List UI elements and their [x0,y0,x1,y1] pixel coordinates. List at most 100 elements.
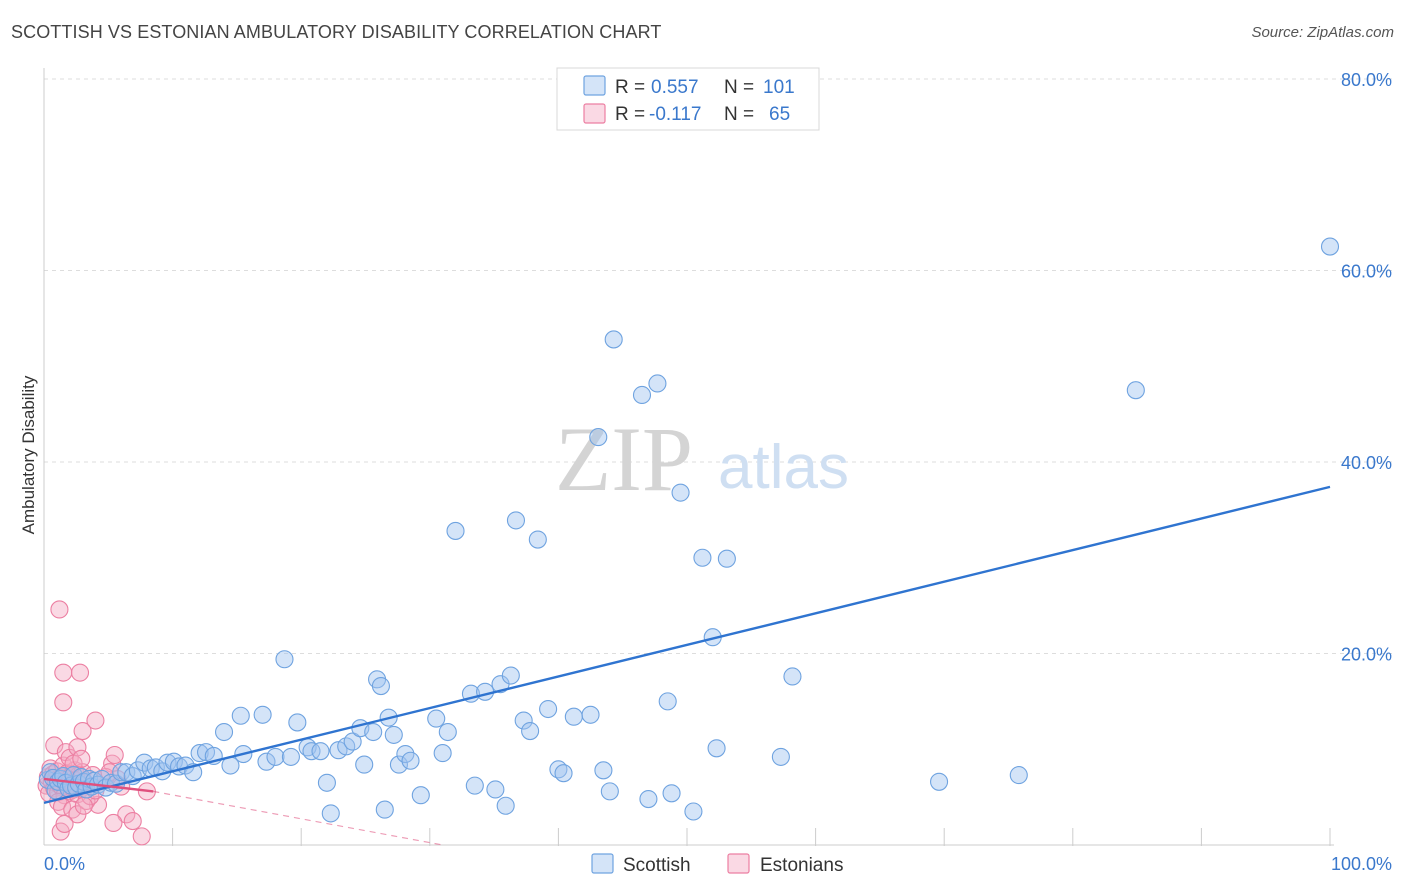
data-point [72,749,91,768]
trend-line [43,777,154,793]
watermark-zip: ZIP [555,408,693,510]
legend-swatch-scottish [591,853,614,874]
data-point [581,705,600,724]
data-point [662,784,681,803]
data-point [521,722,540,741]
data-point [371,677,390,696]
data-point [54,663,73,682]
x-tick-labels: 0.0% 100.0% [44,854,1392,874]
legend-swatch-estonians [727,853,750,874]
data-point [104,813,123,833]
data-point [343,732,362,751]
data-point [496,796,515,815]
data-point [514,711,533,730]
data-point [1009,766,1028,785]
data-point [375,800,394,819]
data-point [486,780,505,799]
data-point [288,713,307,732]
data-point [717,549,736,568]
legend-n-value: 65 [769,104,790,125]
data-point [214,722,234,742]
y-tick-labels: 20.0% 40.0% 60.0% 80.0% [1341,70,1392,665]
data-point [554,764,573,783]
data-point [783,667,802,686]
data-point [86,711,105,730]
data-point [1126,381,1145,400]
legend-r-value: -0.117 [649,104,701,125]
trend-lines [43,485,1331,846]
y-tick-label: 20.0% [1341,645,1392,665]
data-point [117,805,136,824]
data-point [594,761,613,780]
data-point [63,800,82,819]
y-tick-label: 80.0% [1341,70,1392,90]
legend-swatch-scottish [583,75,606,96]
legend-r-label: R = [615,104,645,125]
data-point [257,752,276,771]
chart-title: SCOTTISH VS ESTONIAN AMBULATORY DISABILI… [11,22,662,42]
data-point [632,385,652,405]
data-point [465,776,484,795]
data-point [771,747,790,766]
data-point [539,699,558,719]
legend-n-label: N = [724,104,754,125]
data-point [433,744,452,763]
data-point [68,738,87,757]
data-point [158,753,177,772]
data-point [506,511,526,530]
data-point [55,814,74,833]
data-point [132,827,151,846]
data-point [438,722,457,742]
data-point [389,755,408,774]
data-point [427,709,446,728]
data-point [564,707,583,726]
data-point [321,804,340,823]
data-point [73,722,92,741]
data-point [684,802,703,821]
watermark-atlas: atlas [718,433,849,502]
data-point [311,742,330,761]
data-point [528,530,547,549]
y-tick-label: 60.0% [1341,262,1392,282]
data-point [74,796,93,815]
data-point [70,663,90,682]
data-point [639,789,658,809]
series-scottish [38,237,1340,823]
legend-bottom: Scottish Estonians [591,853,843,876]
y-tick-label: 40.0% [1341,453,1392,473]
data-point [648,374,667,393]
data-point [50,600,69,619]
data-point [501,666,520,685]
legend-r-value: 0.557 [651,77,699,98]
data-point [446,521,465,540]
legend-top-box [556,67,820,131]
legend-n-label: N = [724,77,754,98]
data-point [600,782,619,801]
data-point [54,693,73,712]
legend-r-label: R = [615,77,645,98]
data-point [604,330,623,349]
series-estonians [37,600,156,846]
data-point [707,739,726,758]
legend-swatch-estonians [583,103,606,124]
data-point [190,744,209,763]
axes [43,68,1334,846]
data-point [45,736,64,755]
y-axis-label: Ambulatory Disability [19,375,38,534]
x-tick-label: 0.0% [44,854,85,874]
source-label: Source: ZipAtlas.com [1251,24,1394,41]
data-point [266,747,285,766]
data-point [589,428,608,447]
trend-line [43,485,1331,805]
data-point [671,483,690,502]
data-point [317,773,336,792]
data-point [105,745,124,765]
data-point [658,692,677,711]
data-point [275,650,294,669]
legend-label-estonians: Estonians [760,855,843,876]
data-point [253,705,272,724]
x-tick-label: 100.0% [1331,854,1392,874]
data-point [401,751,420,770]
data-point [281,747,300,766]
